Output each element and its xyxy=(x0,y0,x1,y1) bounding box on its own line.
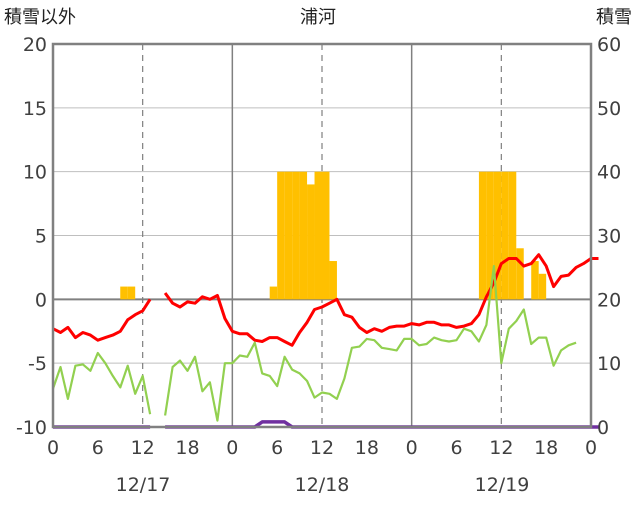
hour-tick-label: 18 xyxy=(175,437,199,459)
temperature-line xyxy=(163,253,599,347)
right-tick-label: 50 xyxy=(597,98,621,120)
hour-tick-label: 18 xyxy=(355,437,379,459)
hour-tick-label: 12 xyxy=(131,437,155,459)
right-tick-label: 10 xyxy=(597,353,621,375)
snowfall-bar xyxy=(307,184,315,300)
hour-tick-label: 0 xyxy=(585,437,597,459)
snowfall-bar xyxy=(314,171,322,300)
right-tick-label: 0 xyxy=(597,417,609,439)
left-tick-label: 10 xyxy=(23,162,47,184)
hour-tick-label: 6 xyxy=(92,437,104,459)
hour-tick-label: 18 xyxy=(534,437,558,459)
snowfall-bar xyxy=(269,286,278,300)
right-tick-label: 60 xyxy=(597,34,621,56)
snowfall-bar xyxy=(120,286,128,300)
snowfall-bar xyxy=(277,171,285,300)
snowfall-bar xyxy=(516,248,524,300)
snowfall-bar xyxy=(292,171,300,300)
left-tick-label: -10 xyxy=(16,417,47,439)
hour-tick-label: 6 xyxy=(271,437,283,459)
snowfall-bar xyxy=(501,171,509,300)
left-axis-label: 積雪以外 xyxy=(4,7,76,28)
snowfall-bar xyxy=(493,171,502,300)
snowfall-bar xyxy=(284,171,293,300)
snowfall-bar xyxy=(538,273,547,300)
right-tick-label: 20 xyxy=(597,289,621,311)
chart-title: 浦河 xyxy=(300,7,336,28)
green-line xyxy=(164,265,577,422)
snowfall-bar xyxy=(531,261,539,300)
left-tick-label: -5 xyxy=(28,353,47,375)
snowfall-bar xyxy=(329,261,337,300)
hour-tick-label: 0 xyxy=(406,437,418,459)
plot-border xyxy=(51,42,593,429)
snowfall-bar xyxy=(508,171,517,300)
date-label-1219: 12/19 xyxy=(475,474,530,496)
snowfall-bar xyxy=(299,171,308,300)
right-tick-label: 30 xyxy=(597,226,621,248)
left-tick-label: 0 xyxy=(35,289,47,311)
date-label-1217: 12/17 xyxy=(116,474,171,496)
plot-frame xyxy=(51,42,593,429)
snowfall-bars xyxy=(120,171,547,300)
snowfall-bar xyxy=(322,171,330,300)
hour-tick-label: 12 xyxy=(489,437,513,459)
date-label-1218: 12/18 xyxy=(295,474,350,496)
temperature-line xyxy=(52,298,152,342)
snowfall-bar xyxy=(478,171,487,300)
right-axis-label: 積雪 xyxy=(596,7,632,28)
right-tick-label: 40 xyxy=(597,162,621,184)
hour-tick-label: 6 xyxy=(450,437,462,459)
left-tick-label: 5 xyxy=(35,226,47,248)
left-tick-label: 15 xyxy=(23,98,47,120)
green-line xyxy=(51,351,152,415)
hour-tick-label: 12 xyxy=(310,437,334,459)
hour-tick-label: 0 xyxy=(226,437,238,459)
snowfall-bar xyxy=(127,286,136,300)
snowfall-bar xyxy=(486,171,494,300)
left-tick-label: 20 xyxy=(23,34,47,56)
hour-tick-label: 0 xyxy=(47,437,59,459)
